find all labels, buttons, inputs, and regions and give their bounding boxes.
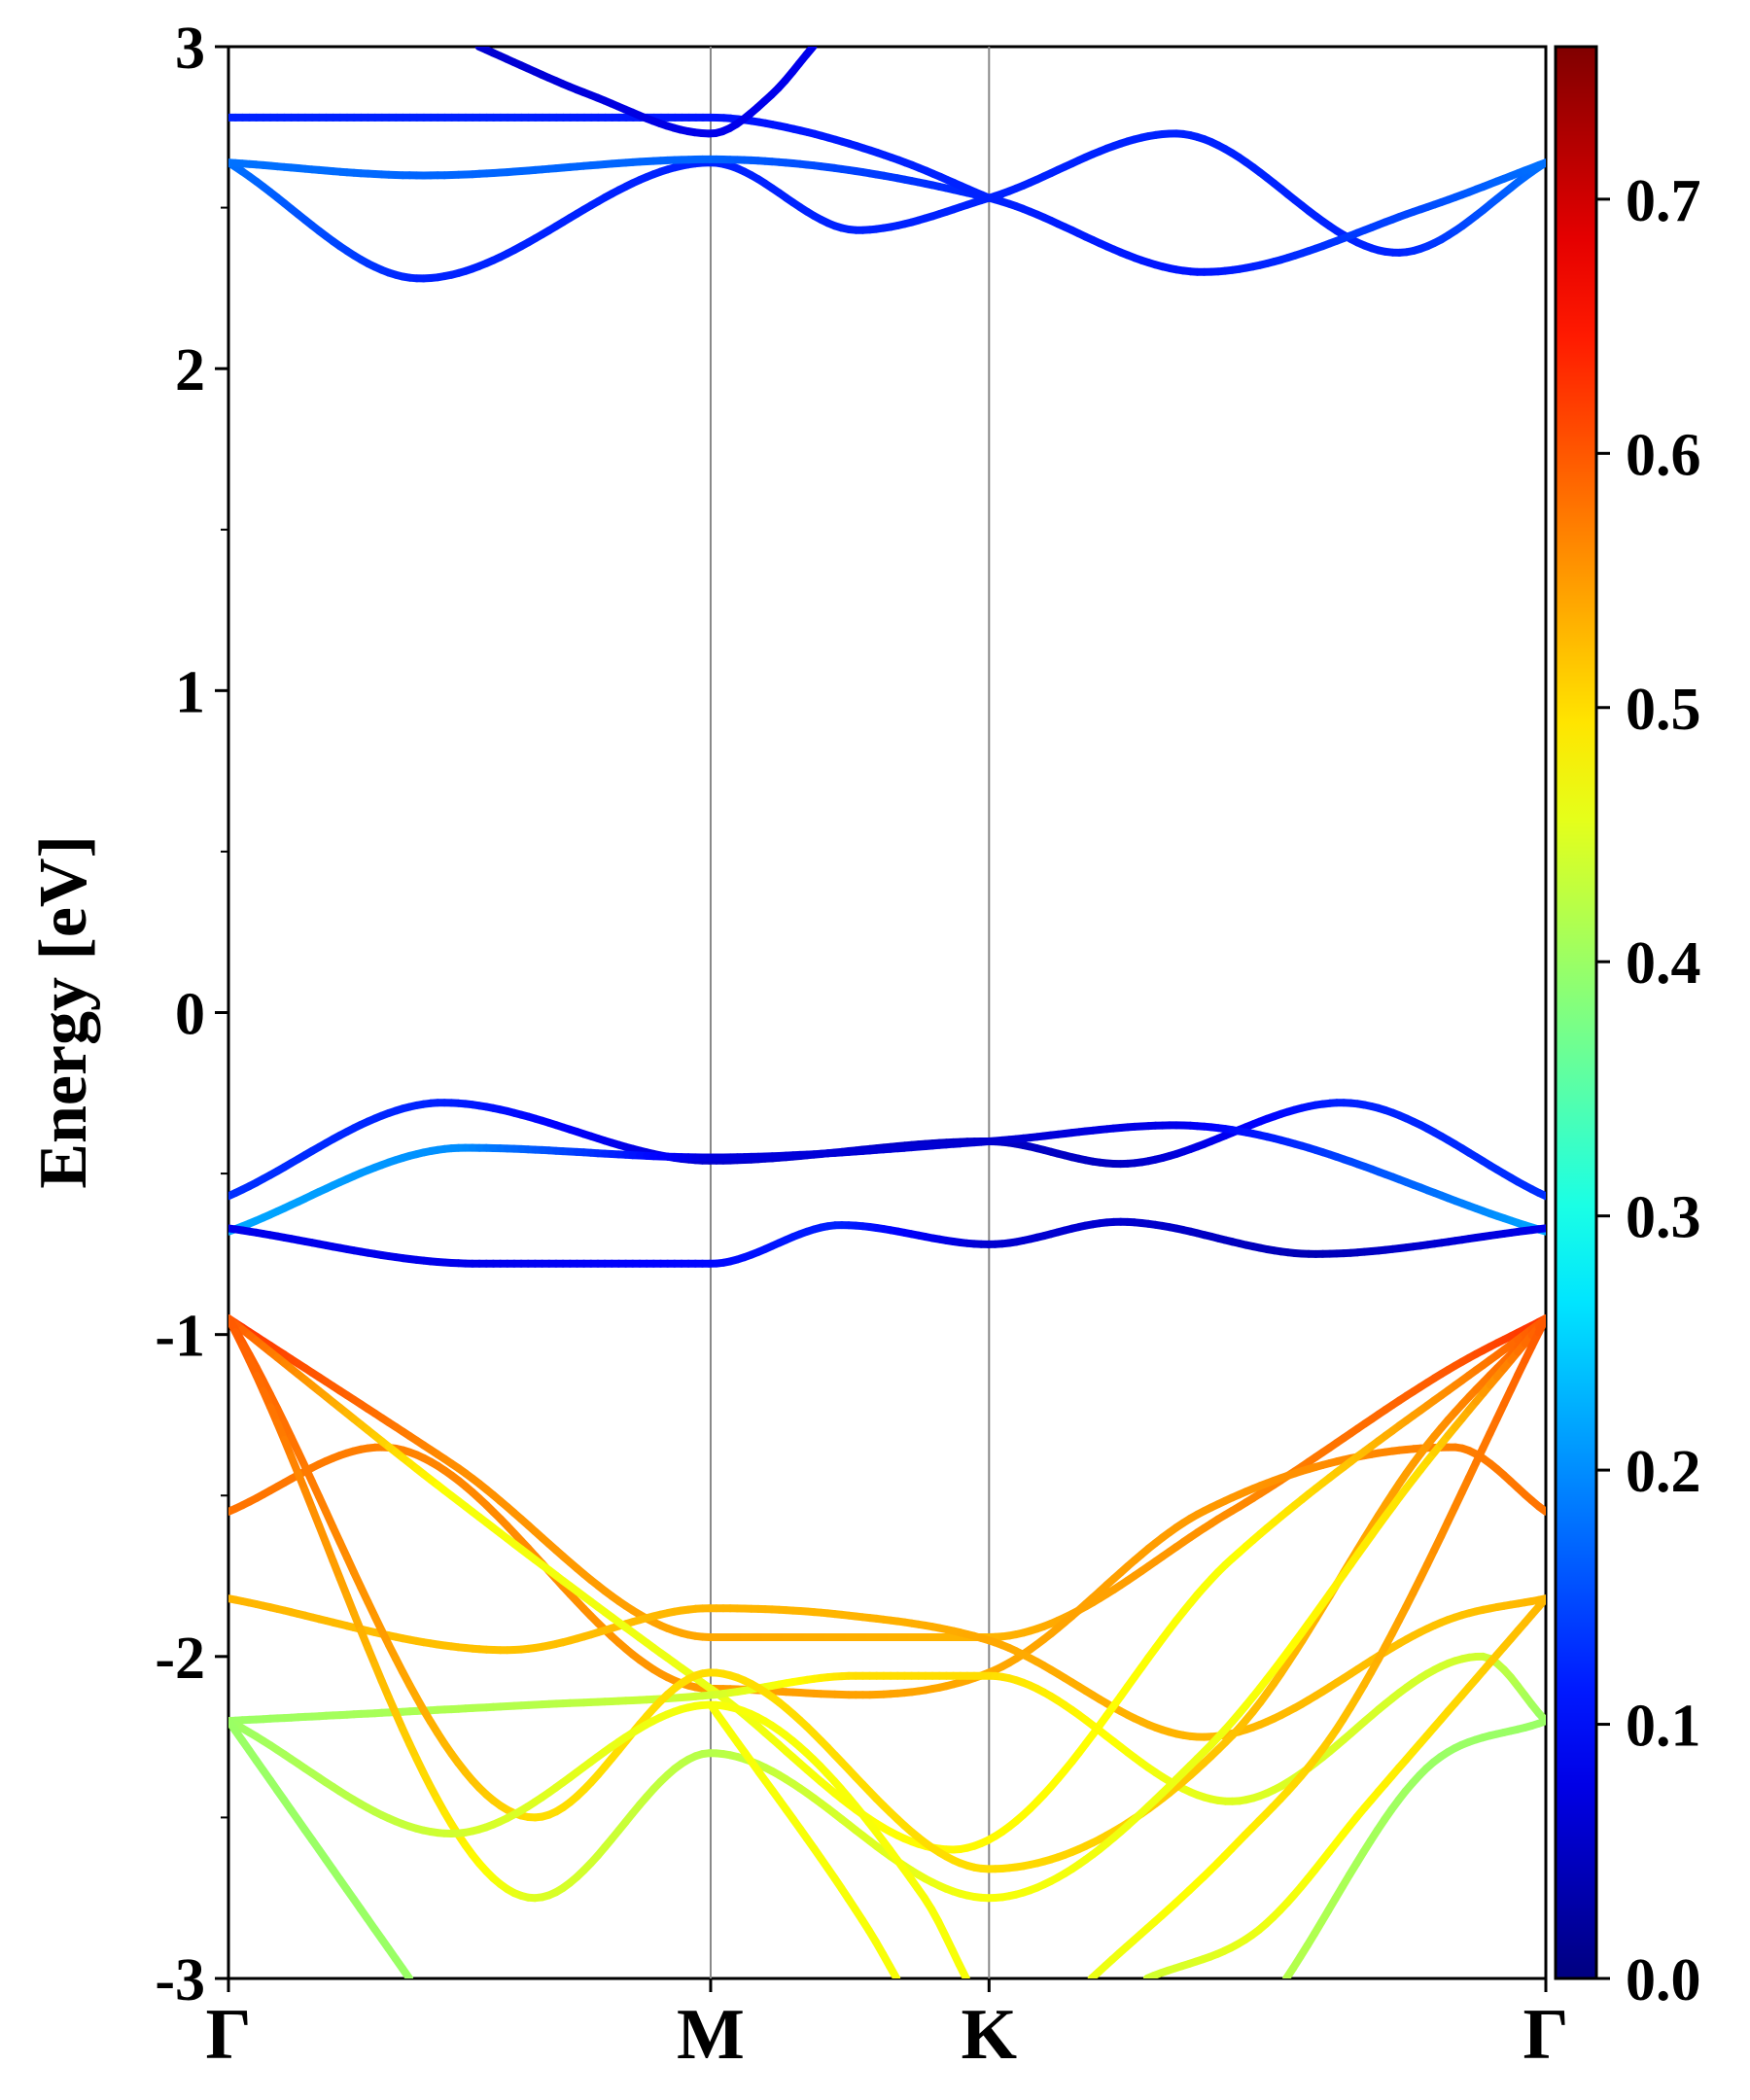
- colorbar: 0.0 0.1 0.2 0.3 0.4 0.5 0.6 0.7: [1554, 45, 1701, 2013]
- y-tick-label: 0: [175, 982, 205, 1048]
- band-segment: [802, 47, 818, 59]
- colorbar-tick-label: 0.3: [1626, 1185, 1701, 1251]
- y-axis-title: Energy [eV]: [26, 835, 101, 1189]
- band-segment: [1534, 1224, 1546, 1234]
- band-segment: [1534, 1188, 1546, 1201]
- band-segment: [886, 1962, 901, 1978]
- colorbar-tick-label: 0.6: [1626, 422, 1701, 488]
- colorbar-tick-label: 0.7: [1626, 168, 1701, 234]
- colorbar-tick-label: 0.2: [1626, 1439, 1701, 1505]
- band-segment: [955, 1960, 970, 1978]
- x-tick-label: Γ: [1522, 1995, 1568, 2075]
- band-c2: [228, 155, 1546, 276]
- band-v2: [228, 1121, 1546, 1236]
- band-c4: [474, 47, 818, 138]
- band-segment: [978, 191, 994, 202]
- band-segment: [399, 1964, 414, 1978]
- y-axis-ticks: -3 -2 -1 0 1 2 3: [155, 16, 228, 2013]
- band-c1: [228, 129, 1546, 283]
- colorbar-tick-label: 0.5: [1626, 677, 1701, 743]
- band-segment: [1534, 1594, 1546, 1611]
- y-tick-label: -2: [155, 1626, 205, 1692]
- x-tick-label: K: [962, 1995, 1018, 2075]
- y-tick-label: 3: [175, 16, 205, 82]
- y-tick-label: 2: [175, 337, 205, 403]
- high-symmetry-lines: [709, 47, 991, 1978]
- x-tick-label: M: [677, 1995, 745, 2075]
- plot-frame: [227, 45, 1548, 1980]
- band-v16: [1282, 1717, 1546, 1978]
- band-v12: [228, 1717, 414, 1978]
- colorbar-ticks: 0.0 0.1 0.2 0.3 0.4 0.5 0.6 0.7: [1596, 168, 1701, 2013]
- band-segment: [1534, 158, 1546, 169]
- colorbar-tick-label: 0.1: [1626, 1694, 1701, 1760]
- band-segment: [1534, 1502, 1546, 1516]
- band-v13: [707, 1700, 901, 1978]
- band-v11: [228, 1700, 970, 1978]
- band-lines: [228, 47, 1546, 1978]
- y-tick-label: -1: [155, 1304, 205, 1370]
- y-tick-label: 1: [175, 659, 205, 725]
- colorbar-tick-label: 0.4: [1626, 930, 1701, 997]
- band-v7: [228, 1314, 1546, 1854]
- colorbar-gradient: [1554, 45, 1598, 1980]
- plot-area: -3 -2 -1 0 1 2 3 Γ M K Γ: [155, 16, 1568, 2075]
- band-v14: [1087, 1314, 1546, 1978]
- band-segment: [1534, 1717, 1546, 1728]
- band-v15: [1142, 1594, 1546, 1978]
- colorbar-tick-label: 0.0: [1626, 1947, 1701, 2013]
- y-tick-label: -3: [155, 1947, 205, 2013]
- x-tick-label: Γ: [205, 1995, 251, 2075]
- band-v3: [228, 1217, 1546, 1268]
- band-v9: [228, 1314, 1546, 1873]
- band-segment: [1534, 1314, 1546, 1337]
